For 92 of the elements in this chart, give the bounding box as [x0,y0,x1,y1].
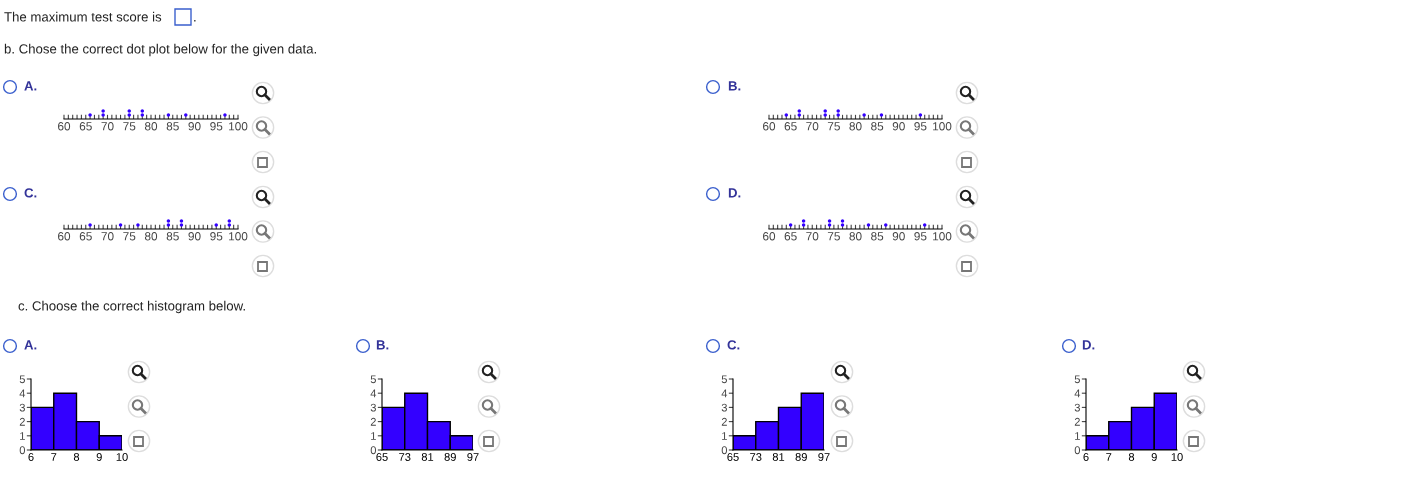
x-tick-label: 7 [1106,453,1112,461]
x-tick-label: 81 [772,453,785,461]
x-tick-label: 70 [806,122,819,131]
x-tick-label: 73 [750,453,762,461]
y-tick-label: 1 [1075,432,1080,440]
x-tick-label: 81 [421,453,434,461]
y-tick-label: 3 [19,403,25,412]
x-tick-label: 100 [933,232,952,241]
x-tick-label: 65 [79,232,92,241]
x-tick-label: 65 [784,232,797,241]
x-tick-label: 100 [933,122,952,131]
x-tick-label: 90 [892,122,905,131]
x-tick-label: 97 [467,453,479,461]
x-tick-label: 10 [116,453,128,461]
chart-title: B. [728,81,741,91]
chart-title: D. [1082,340,1095,350]
x-tick-label: 10 [1171,453,1183,461]
y-tick-label: 4 [19,389,26,398]
x-tick-label: 75 [827,232,840,241]
x-tick-label: 100 [229,122,248,131]
y-tick-label: 5 [721,375,727,384]
y-tick-label: 1 [20,432,25,440]
x-tick-label: 85 [871,232,884,241]
x-tick-label: 90 [892,232,905,241]
chart-title: A. [24,340,37,350]
x-tick-label: 95 [914,232,927,241]
y-tick-label: 4 [721,389,728,398]
y-tick-label: 5 [370,375,376,384]
y-tick-label: 0 [19,446,26,455]
x-tick-label: 100 [229,232,248,241]
x-tick-label: 80 [849,232,862,241]
y-tick-label: 0 [721,446,728,455]
y-tick-label: 3 [721,403,727,412]
x-tick-label: 65 [784,122,797,131]
x-tick-label: 80 [849,122,862,131]
x-tick-label: 95 [210,122,223,131]
x-tick-label: 90 [188,122,201,131]
text: The maximum test score is [4,11,162,22]
x-tick-label: 70 [101,232,114,241]
x-tick-label: 60 [763,122,776,131]
x-tick-label: 85 [166,122,179,131]
y-tick-label: 4 [370,389,377,398]
y-tick-label: 1 [371,432,376,440]
text: b. Chose the correct dot plot below for the given data. [4,43,316,57]
x-tick-label: 73 [399,453,411,461]
y-tick-label: 2 [370,417,376,426]
x-tick-label: 65 [79,122,92,131]
x-tick-label: 70 [101,122,114,131]
x-tick-label: 60 [763,232,776,241]
y-tick-label: 3 [370,403,376,412]
y-tick-label: 2 [19,417,25,426]
x-tick-label: 80 [144,232,158,241]
x-tick-label: 75 [827,122,840,131]
x-tick-label: 6 [28,453,34,461]
x-tick-label: 8 [1128,453,1135,461]
chart-title: A. [24,81,37,91]
x-tick-label: 95 [210,232,223,241]
x-tick-label: 85 [166,232,179,241]
x-tick-label: 6 [1083,453,1089,461]
chart-title: C. [24,188,37,198]
y-tick-label: 2 [1074,417,1080,426]
x-tick-label: 9 [1151,453,1157,461]
y-tick-label: 3 [1074,403,1080,412]
x-tick-label: 75 [123,122,136,131]
text: . [194,20,196,22]
y-tick-label: 1 [722,432,727,440]
chart-title: D. [728,188,741,198]
x-tick-label: 8 [73,453,80,461]
x-tick-label: 60 [58,232,71,241]
x-tick-label: 80 [144,122,158,131]
x-tick-label: 89 [795,453,807,461]
x-tick-label: 9 [96,453,102,461]
x-tick-label: 85 [871,122,884,131]
y-tick-label: 4 [1074,389,1081,398]
x-tick-label: 97 [818,453,830,461]
x-tick-label: 90 [188,232,201,241]
x-tick-label: 65 [376,453,388,461]
x-tick-label: 7 [51,453,57,461]
y-tick-label: 5 [19,375,25,384]
y-tick-label: 5 [1074,375,1080,384]
x-tick-label: 89 [444,453,456,461]
y-tick-label: 0 [1074,446,1081,455]
chart-title: B. [376,340,389,350]
chart-title: C. [727,340,740,350]
x-tick-label: 70 [806,232,819,241]
x-tick-label: 75 [123,232,136,241]
y-tick-label: 2 [721,417,727,426]
x-tick-label: 65 [727,453,739,461]
y-tick-label: 0 [370,446,377,455]
x-tick-label: 95 [914,122,927,131]
x-tick-label: 60 [58,122,71,131]
text: c. Choose the correct histogram below. [18,300,245,314]
